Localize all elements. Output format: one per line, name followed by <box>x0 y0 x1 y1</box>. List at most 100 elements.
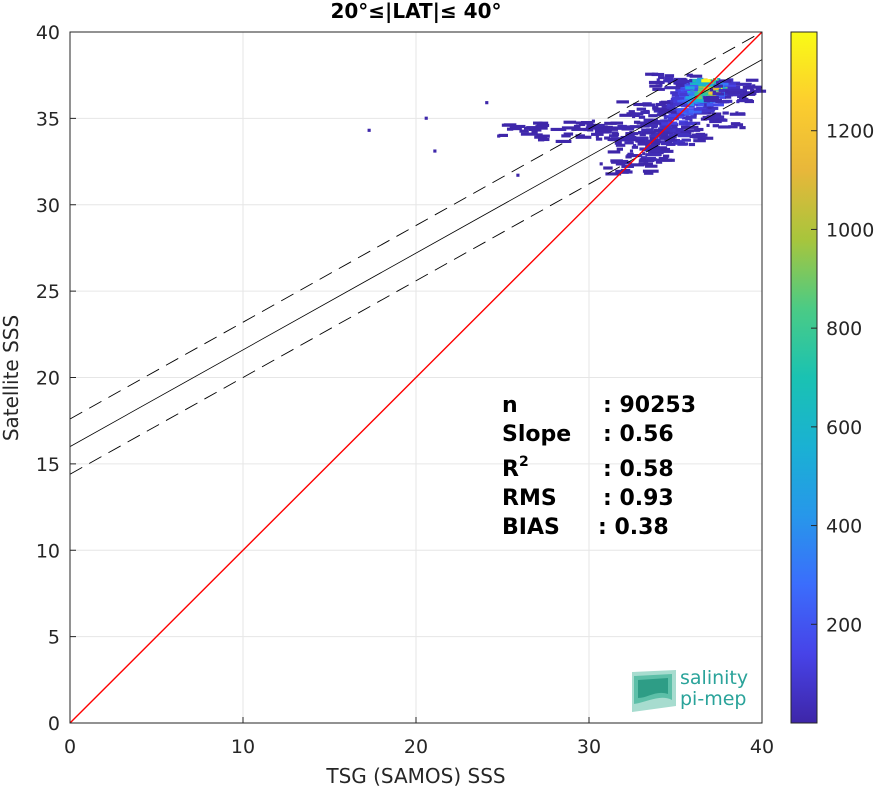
density-cell-8-9 <box>642 152 646 156</box>
density-cell-15-3 <box>706 115 720 119</box>
stat-slope-label: Slope <box>502 422 571 447</box>
density-cell-13-25 <box>736 100 740 104</box>
density-cell-7-0 <box>637 142 651 146</box>
density-cell-16-9 <box>605 172 622 176</box>
density-cell-7-10 <box>633 144 637 148</box>
density-cell-11-15 <box>575 134 585 138</box>
density-cell-5-85 <box>687 89 703 94</box>
y-tick-label-4: 20 <box>36 368 60 390</box>
density-cell-18-8 <box>619 113 632 117</box>
density-cell-6-66 <box>699 84 712 89</box>
density-cell-19-12 <box>681 138 691 142</box>
density-cell-13-8 <box>722 99 733 103</box>
density-cell-14-24 <box>718 79 732 83</box>
density-cell-10-15 <box>610 121 624 125</box>
stat-r2-sup: 2 <box>519 454 529 470</box>
density-cell-9-18 <box>621 127 635 131</box>
colorbar-tick-label-3: 800 <box>826 318 862 340</box>
density-cell-11-7 <box>537 138 545 142</box>
stat-slope-value: : 0.56 <box>603 422 674 447</box>
density-cell-15-14 <box>700 117 708 121</box>
colorbar-ticks: 200 400 600 800 1000 1200 <box>811 121 874 636</box>
density-cell-11-14 <box>550 127 567 132</box>
density-cell-8-16 <box>648 149 665 153</box>
density-cell-16-18 <box>626 170 633 174</box>
density-cell-10-8 <box>591 132 604 136</box>
y-tick-label-2: 10 <box>36 540 60 562</box>
density-cell-14-13 <box>729 93 734 97</box>
density-cell-12-14 <box>512 127 522 131</box>
density-cell-12-0 <box>538 121 549 125</box>
density-cell-17-21 <box>675 83 683 88</box>
density-cell-6-95 <box>689 83 706 87</box>
density-cell-4-11 <box>697 103 705 107</box>
density-cell-18-9 <box>628 110 635 114</box>
density-cell-11-13 <box>543 137 550 142</box>
density-cell-0-25 <box>650 132 661 136</box>
density-cell-8-12 <box>657 149 674 153</box>
y-tick-label-6: 30 <box>36 195 60 217</box>
density-cell-4-45 <box>677 99 687 104</box>
density-cell-1-6 <box>678 129 694 133</box>
density-cell-18-14 <box>659 101 666 105</box>
stats-box: n : 90253 Slope : 0.56 R2 : 0.58 RMS : 0… <box>502 393 696 540</box>
density-cell-4-41 <box>711 103 724 107</box>
density-cell-9-0 <box>629 125 643 129</box>
density-cell-11-11 <box>561 126 575 130</box>
density-cell-1-17 <box>648 123 659 127</box>
y-axis-label: Satellite SSS <box>0 315 23 441</box>
density-cell-17-23 <box>667 81 671 85</box>
density-cell-14-22 <box>727 90 744 95</box>
y-tick-label-3: 15 <box>36 454 60 476</box>
density-cell-9-9 <box>629 130 633 135</box>
density-cell-2-13 <box>681 116 689 120</box>
density-cell-11-2 <box>561 134 571 138</box>
colorbar-tick-label-2: 600 <box>826 417 862 439</box>
density-cell-15-15 <box>706 123 710 127</box>
density-cell-18-13 <box>648 114 658 118</box>
density-cell-1-18 <box>636 121 650 125</box>
density-cell-13-24 <box>724 95 732 99</box>
density-cell-9-19 <box>620 135 637 140</box>
density-cell-18-7 <box>652 106 659 110</box>
density-cell-16-5 <box>642 169 659 173</box>
density-cell-17-8 <box>664 74 675 78</box>
density-cell-6-92 <box>697 90 711 94</box>
density-cell-7-6 <box>650 141 661 146</box>
chart-title: 20°≤|LAT|≤ 40° <box>330 0 501 23</box>
density-cell-13-10 <box>709 98 723 102</box>
density-cell-1-29 <box>633 120 641 124</box>
density-cell-14-12 <box>745 78 759 82</box>
density-cell-17-9 <box>658 76 665 80</box>
density-cell-4-47 <box>669 102 674 106</box>
isolated-cell-1 <box>424 116 428 120</box>
density-cell-19-13 <box>676 140 684 144</box>
density-cell-19-29 <box>666 142 676 146</box>
density-cell-2-33 <box>661 122 671 126</box>
density-cell-17-11 <box>673 77 687 82</box>
density-cell-17-25 <box>673 79 690 84</box>
x-tick-label-3: 30 <box>577 736 601 758</box>
density-cell-6-100 <box>685 86 695 90</box>
density-cell-13-28 <box>730 93 740 97</box>
density-cell-6-89 <box>689 78 703 82</box>
density-cell-6-6 <box>679 92 689 97</box>
density-cell-5-92 <box>695 95 703 99</box>
density-cell-14-15 <box>750 88 755 92</box>
density-cell-3-35 <box>661 104 672 108</box>
density-cell-19-8 <box>693 139 706 143</box>
density-cell-18-11 <box>664 110 677 114</box>
density-cell-16-15 <box>622 159 629 164</box>
density-cell-4-67 <box>675 102 685 106</box>
density-cell-2-35 <box>647 120 658 124</box>
density-cell-15-22 <box>729 112 746 116</box>
density-cell-8-1 <box>631 145 639 149</box>
density-cell-11-10 <box>573 124 581 129</box>
density-cell-18-22 <box>640 110 650 114</box>
density-cell-12-6 <box>520 132 537 136</box>
density-cell-5-79 <box>696 96 709 100</box>
density-cell-19-3 <box>697 127 704 132</box>
density-cell-18-0 <box>656 113 667 117</box>
density-cell-8-20 <box>660 147 671 152</box>
